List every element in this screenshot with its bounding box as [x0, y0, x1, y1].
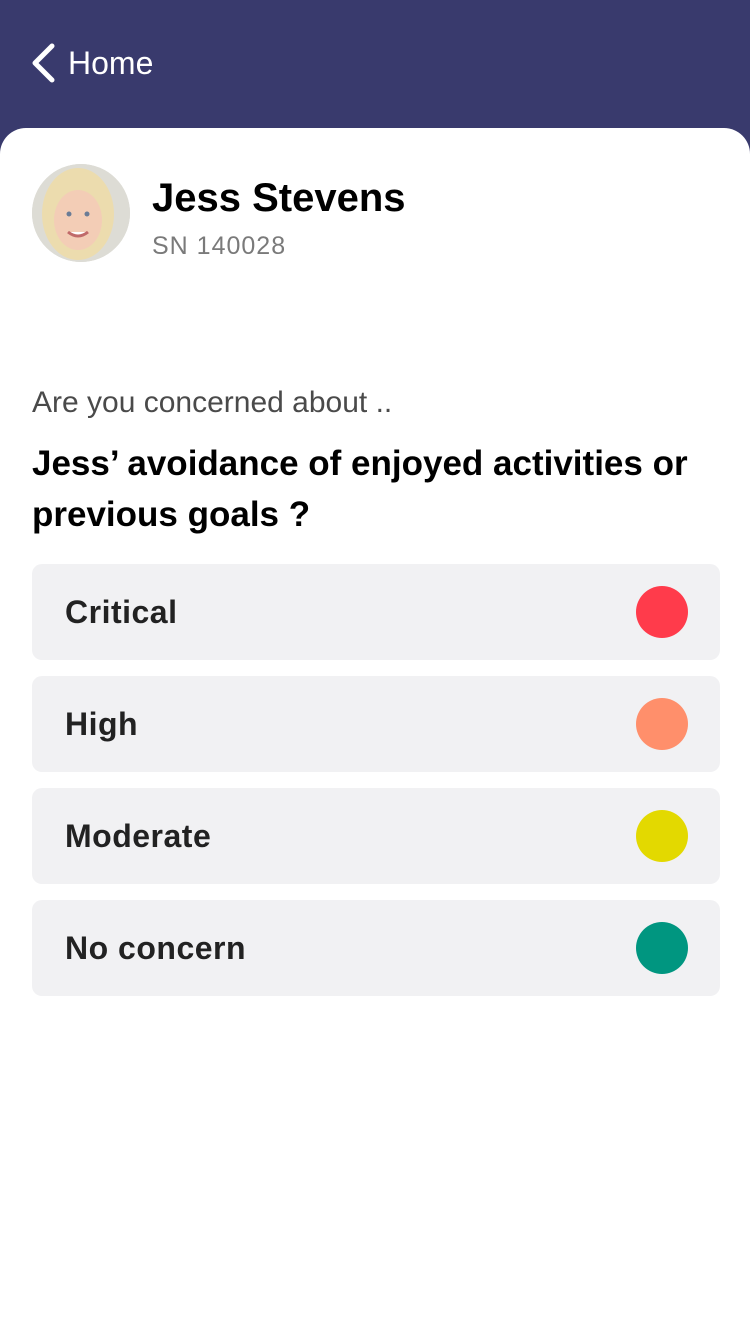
option-critical[interactable]: Critical	[32, 564, 720, 660]
nav-bar: Home	[0, 0, 750, 128]
question-prompt: Are you concerned about ..	[32, 386, 393, 419]
chevron-left-icon	[32, 43, 55, 83]
back-button[interactable]: Home	[30, 42, 153, 84]
status-dot-icon	[636, 922, 688, 974]
option-high[interactable]: High	[32, 676, 720, 772]
status-dot-icon	[636, 810, 688, 862]
concern-options: Critical High Moderate No concern	[32, 564, 720, 1012]
status-dot-icon	[636, 698, 688, 750]
option-label: Moderate	[65, 817, 212, 854]
option-moderate[interactable]: Moderate	[32, 788, 720, 884]
content-card: Jess Stevens SN 140028 Are you concerned…	[0, 128, 750, 1334]
status-dot-icon	[636, 586, 688, 638]
option-no-concern[interactable]: No concern	[32, 900, 720, 996]
back-label: Home	[68, 44, 154, 81]
option-label: No concern	[65, 929, 247, 966]
option-label: High	[65, 705, 139, 742]
student-number: SN 140028	[152, 232, 287, 260]
question-text: Jess’ avoidance of enjoyed activities or…	[32, 444, 688, 534]
student-name: Jess Stevens	[152, 176, 406, 220]
option-label: Critical	[65, 593, 178, 630]
avatar	[32, 164, 130, 262]
